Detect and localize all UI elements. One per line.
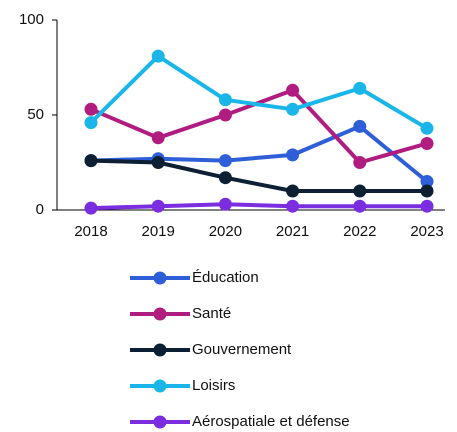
point — [353, 81, 367, 95]
point — [420, 175, 434, 188]
y-tick-label: 50 — [27, 106, 44, 123]
point — [218, 108, 232, 122]
x-tick-label: 2021 — [276, 223, 309, 240]
point — [286, 184, 300, 198]
x-tick-label: 2020 — [209, 223, 242, 240]
point — [420, 199, 434, 213]
point — [151, 199, 165, 213]
y-tick-label: 100 — [19, 11, 44, 28]
point — [420, 121, 434, 135]
point — [218, 154, 232, 168]
point — [84, 116, 98, 130]
legend-marker — [153, 271, 167, 285]
x-tick-label: 2018 — [74, 223, 107, 240]
legend-marker — [153, 379, 167, 393]
point — [420, 137, 434, 150]
legend-label: Gouvernement — [192, 341, 292, 358]
legend-marker — [153, 307, 167, 321]
point — [353, 156, 367, 169]
point — [353, 184, 367, 198]
point — [151, 49, 165, 63]
legend-label: Aérospatiale et défense — [192, 413, 350, 430]
series-line — [89, 54, 429, 131]
x-tick-label: 2023 — [410, 223, 443, 240]
legend-label: Loisirs — [192, 377, 235, 394]
series-line — [90, 158, 427, 193]
point — [420, 184, 434, 198]
point — [286, 199, 300, 213]
series-line — [90, 202, 427, 211]
point — [286, 83, 300, 97]
legend-label: Éducation — [192, 269, 259, 286]
series-line — [90, 124, 429, 184]
legend-label: Santé — [192, 305, 231, 322]
point — [84, 154, 98, 168]
point — [84, 102, 98, 116]
point — [218, 197, 232, 211]
point — [286, 148, 300, 162]
point — [353, 119, 367, 133]
point — [84, 201, 98, 215]
point — [218, 171, 232, 185]
point — [151, 156, 165, 169]
legend-marker — [153, 415, 167, 429]
point — [151, 131, 165, 145]
x-tick-label: 2019 — [142, 223, 175, 240]
point — [218, 93, 232, 107]
y-tick-label: 0 — [36, 201, 44, 218]
series-line — [90, 88, 428, 165]
point — [286, 102, 300, 116]
point — [353, 199, 367, 213]
x-tick-label: 2022 — [343, 223, 376, 240]
legend-marker — [153, 343, 167, 357]
